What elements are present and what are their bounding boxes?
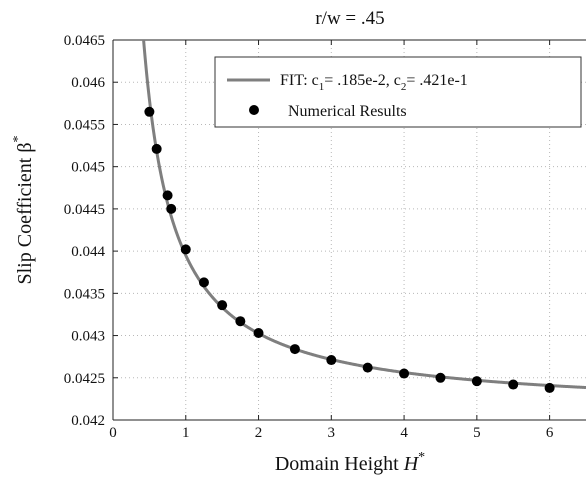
ticks-layer: 0 1 2 3 4 5 6 0.042 0.0425 0.043 0.0435 0.044 0.0445… [64, 33, 554, 441]
data-point [399, 368, 410, 379]
data-point [162, 190, 173, 201]
data-point [471, 376, 482, 387]
y-axis-title-sup: * [11, 135, 26, 142]
legend-fit-label-part-0: FIT: c [280, 72, 319, 89]
data-point [180, 244, 191, 255]
data-point [435, 372, 446, 383]
legend-fit-label-part-1: 1 [319, 81, 325, 93]
legend-box [214, 56, 582, 128]
y-tick-label: 0.0435 [64, 286, 105, 302]
y-tick-label: 0.0465 [64, 33, 105, 49]
data-point [217, 300, 228, 311]
legend-fit-label: FIT: c1= .185e-2, c2= .421e-1 [280, 72, 468, 93]
y-tick-label: 0.0455 [64, 117, 105, 133]
data-point [198, 277, 209, 288]
legend: FIT: c1= .185e-2, c2= .421e-1 Numerical … [214, 56, 582, 128]
y-axis-title: Slip Coefficient β* [11, 135, 36, 284]
y-tick-label: 0.043 [71, 329, 105, 345]
x-axis-title-sup: * [418, 450, 425, 465]
chart-title: r/w = .45 [315, 8, 384, 29]
data-point [235, 316, 246, 327]
y-tick-label: 0.046 [71, 75, 105, 91]
legend-points-marker [249, 105, 259, 115]
x-axis-title-text: Domain Height [275, 453, 404, 475]
x-tick-label: 2 [255, 425, 263, 441]
data-point [151, 143, 162, 154]
data-point [144, 106, 155, 117]
data-point [253, 328, 264, 339]
x-tick-label: 0 [109, 425, 117, 441]
legend-points-label: Numerical Results [288, 103, 407, 120]
x-tick-label: 5 [473, 425, 481, 441]
legend-fit-label-part-4: = .421e-1 [406, 72, 467, 89]
data-point [362, 362, 373, 373]
data-point [289, 344, 300, 355]
x-tick-label: 6 [546, 425, 554, 441]
data-point [166, 203, 177, 214]
x-tick-label: 3 [328, 425, 336, 441]
y-tick-label: 0.042 [71, 413, 105, 429]
x-tick-label: 4 [400, 425, 408, 441]
legend-fit-label-part-3: 2 [401, 81, 407, 93]
x-axis-title-italic: H [403, 453, 420, 475]
points-layer [144, 106, 555, 393]
y-tick-label: 0.044 [71, 244, 105, 260]
legend-fit-label-part-2: = .185e-2, c [324, 72, 401, 89]
axis-layer [112, 39, 586, 421]
y-tick-label: 0.0425 [64, 371, 105, 387]
data-point [508, 379, 519, 390]
y-tick-label: 0.0445 [64, 202, 105, 218]
data-point [544, 382, 555, 393]
data-point [326, 355, 337, 366]
y-axis-title-text: Slip Coefficient β [14, 142, 36, 284]
x-axis-title: Domain Height H* [275, 450, 425, 475]
y-tick-label: 0.045 [71, 160, 105, 176]
x-tick-label: 1 [182, 425, 190, 441]
